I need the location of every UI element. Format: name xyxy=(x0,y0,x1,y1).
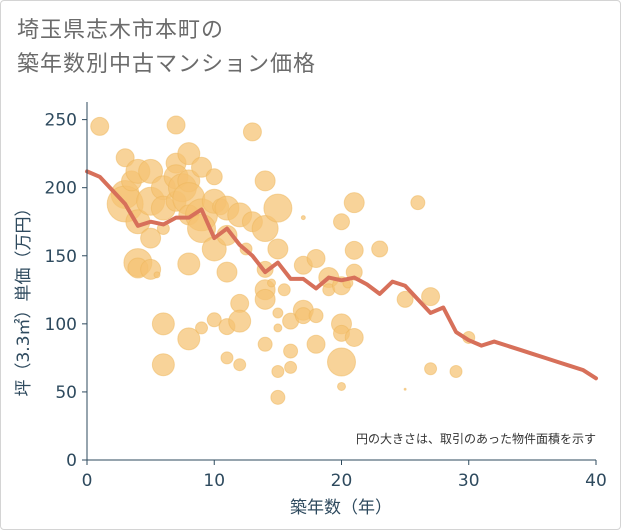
bubble-37 xyxy=(206,312,222,328)
bubble-63 xyxy=(273,323,283,333)
y-tick-label-5: 250 xyxy=(45,111,77,131)
bubble-61 xyxy=(271,365,285,378)
bubble-34 xyxy=(205,168,223,186)
y-tick-label-4: 200 xyxy=(45,179,77,199)
bubble-92 xyxy=(424,362,438,376)
x-tick-label-1: 10 xyxy=(203,471,225,491)
bubble-72 xyxy=(306,248,326,268)
bubble-13 xyxy=(153,271,161,279)
bubble-19 xyxy=(166,115,186,135)
bubble-28 xyxy=(177,252,201,276)
bubble-49 xyxy=(242,122,262,142)
x-tick-label-4: 40 xyxy=(585,471,607,491)
bubble-46 xyxy=(228,309,252,333)
bubble-82 xyxy=(337,381,346,391)
bubble-55 xyxy=(254,288,276,310)
bubble-66 xyxy=(283,343,299,359)
bubble-24 xyxy=(177,142,201,166)
bubble-77 xyxy=(333,213,350,231)
bubble-60 xyxy=(272,307,284,319)
bubble-0 xyxy=(90,116,110,136)
bubble-64 xyxy=(277,283,291,297)
bubble-51 xyxy=(254,170,276,192)
bubble-84 xyxy=(343,192,365,214)
bubble-95 xyxy=(403,387,407,391)
bubble-52 xyxy=(251,215,279,243)
bubble-62 xyxy=(270,389,286,405)
bubble-30 xyxy=(191,156,213,178)
chart-title-line-2: 築年数別中古マンション価格 xyxy=(17,52,317,77)
bubble-81 xyxy=(327,347,356,377)
y-tick-label-3: 150 xyxy=(45,247,77,267)
bubble-11 xyxy=(140,227,162,249)
y-tick-label-2: 100 xyxy=(45,315,77,335)
bubble-58 xyxy=(263,193,293,223)
bubble-85 xyxy=(344,240,364,260)
bubble-size-note: 円の大きさは、取引のあった物件面積を示す xyxy=(356,431,596,446)
bubble-88 xyxy=(371,240,389,258)
bubble-17 xyxy=(151,312,175,336)
bubble-86 xyxy=(345,263,363,281)
bubble-57 xyxy=(267,278,277,288)
bubble-59 xyxy=(267,238,289,260)
trend-line-layer xyxy=(85,169,598,381)
bubble-67 xyxy=(284,360,298,374)
chart-title-line-1: 埼玉県志木市本町の xyxy=(17,18,225,43)
bubble-91 xyxy=(421,287,441,307)
x-tick-label-0: 0 xyxy=(82,471,93,491)
bubble-41 xyxy=(216,261,238,283)
y-axis-label: 坪（3.3㎡）単価（万円） xyxy=(14,199,34,396)
bubble-33 xyxy=(195,321,209,335)
bubble-73 xyxy=(308,308,324,324)
bubble-29 xyxy=(177,327,201,351)
bubble-71 xyxy=(300,215,306,221)
bubble-90 xyxy=(410,195,426,211)
bubble-93 xyxy=(449,365,463,378)
bubble-74 xyxy=(306,334,326,354)
x-axis-label: 築年数（年） xyxy=(290,498,392,518)
bubble-89 xyxy=(396,290,414,308)
bubble-87 xyxy=(344,327,364,347)
x-tick-label-3: 30 xyxy=(458,471,480,491)
bubble-47 xyxy=(233,358,247,372)
trend-line xyxy=(85,169,598,381)
bubble-18 xyxy=(151,353,175,377)
axes-layer: 0 10 20 30 40 0 50 100 150 200 250 xyxy=(45,102,607,491)
x-tick-label-2: 20 xyxy=(331,471,353,491)
chart-title: 埼玉県志木市本町の 築年数別中古マンション価格 xyxy=(17,14,316,82)
bubble-56 xyxy=(257,336,273,352)
bubble-layer xyxy=(90,115,476,405)
y-tick-label-1: 50 xyxy=(55,383,77,403)
bubble-43 xyxy=(220,351,234,365)
y-tick-label-0: 0 xyxy=(66,451,77,471)
